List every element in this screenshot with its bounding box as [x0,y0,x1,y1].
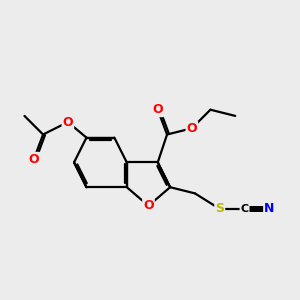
Text: C: C [241,204,249,214]
Text: O: O [63,116,73,129]
Text: O: O [152,103,163,116]
Text: O: O [187,122,197,135]
Text: O: O [28,153,39,166]
Text: S: S [215,202,224,215]
Text: O: O [143,199,154,212]
Text: N: N [264,202,274,215]
